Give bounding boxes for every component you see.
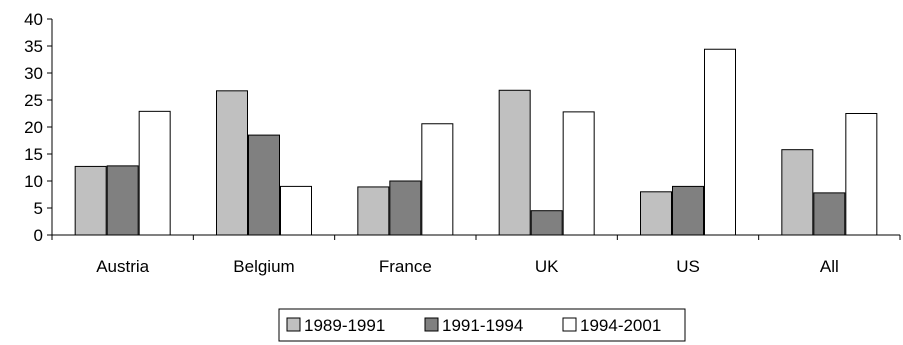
y-tick-label: 20 [24,118,43,137]
bar-1989-1991-UK [498,89,531,236]
bar-1994-2001-Belgium [280,185,312,236]
bar-1991-1994-UK [530,210,563,236]
bar-1994-2001-France [421,123,454,236]
legend: 1989-1991 1991-1994 1994-2001 [278,308,686,342]
bar-1994-2001-Austria [138,110,171,236]
bar-1991-1994-All [813,192,846,236]
bars [74,48,878,236]
bar-1991-1994-France [389,180,422,236]
y-tick-label: 5 [34,199,43,218]
y-tick-label: 40 [24,10,43,29]
bar-1991-1994-Belgium [248,134,280,236]
bar-1994-2001-All [845,113,878,236]
bar-1991-1994-US [672,185,704,236]
legend-swatch [562,317,577,332]
y-axis: 0 5 10 15 20 25 30 35 40 [24,10,53,245]
legend-label: 1991-1994 [442,316,523,335]
y-tick-label: 30 [24,64,43,83]
legend-label: 1989-1991 [304,316,385,335]
y-tick-label: 35 [24,37,43,56]
category-label: France [379,257,432,276]
bar-1989-1991-Austria [74,165,107,236]
category-label: US [676,257,700,276]
bar-1989-1991-Belgium [216,90,248,236]
bar-1991-1994-Austria [106,165,139,236]
bar-1989-1991-France [357,186,390,236]
y-tick-label: 0 [34,226,43,245]
category-label: Austria [96,257,149,276]
category-label: All [820,257,839,276]
category-label: UK [535,257,559,276]
bar-1989-1991-US [640,191,672,236]
legend-swatch [424,317,439,332]
x-axis: Austria Belgium France UK US All [51,234,901,276]
legend-swatch [286,317,301,332]
legend-frame [278,308,686,342]
legend-label: 1994-2001 [580,316,661,335]
bar-1994-2001-US [704,48,736,236]
y-tick-label: 15 [24,145,43,164]
category-label: Belgium [233,257,294,276]
bar-1994-2001-UK [562,111,595,236]
y-tick-label: 10 [24,172,43,191]
y-tick-label: 25 [24,91,43,110]
bar-1989-1991-All [781,149,814,236]
